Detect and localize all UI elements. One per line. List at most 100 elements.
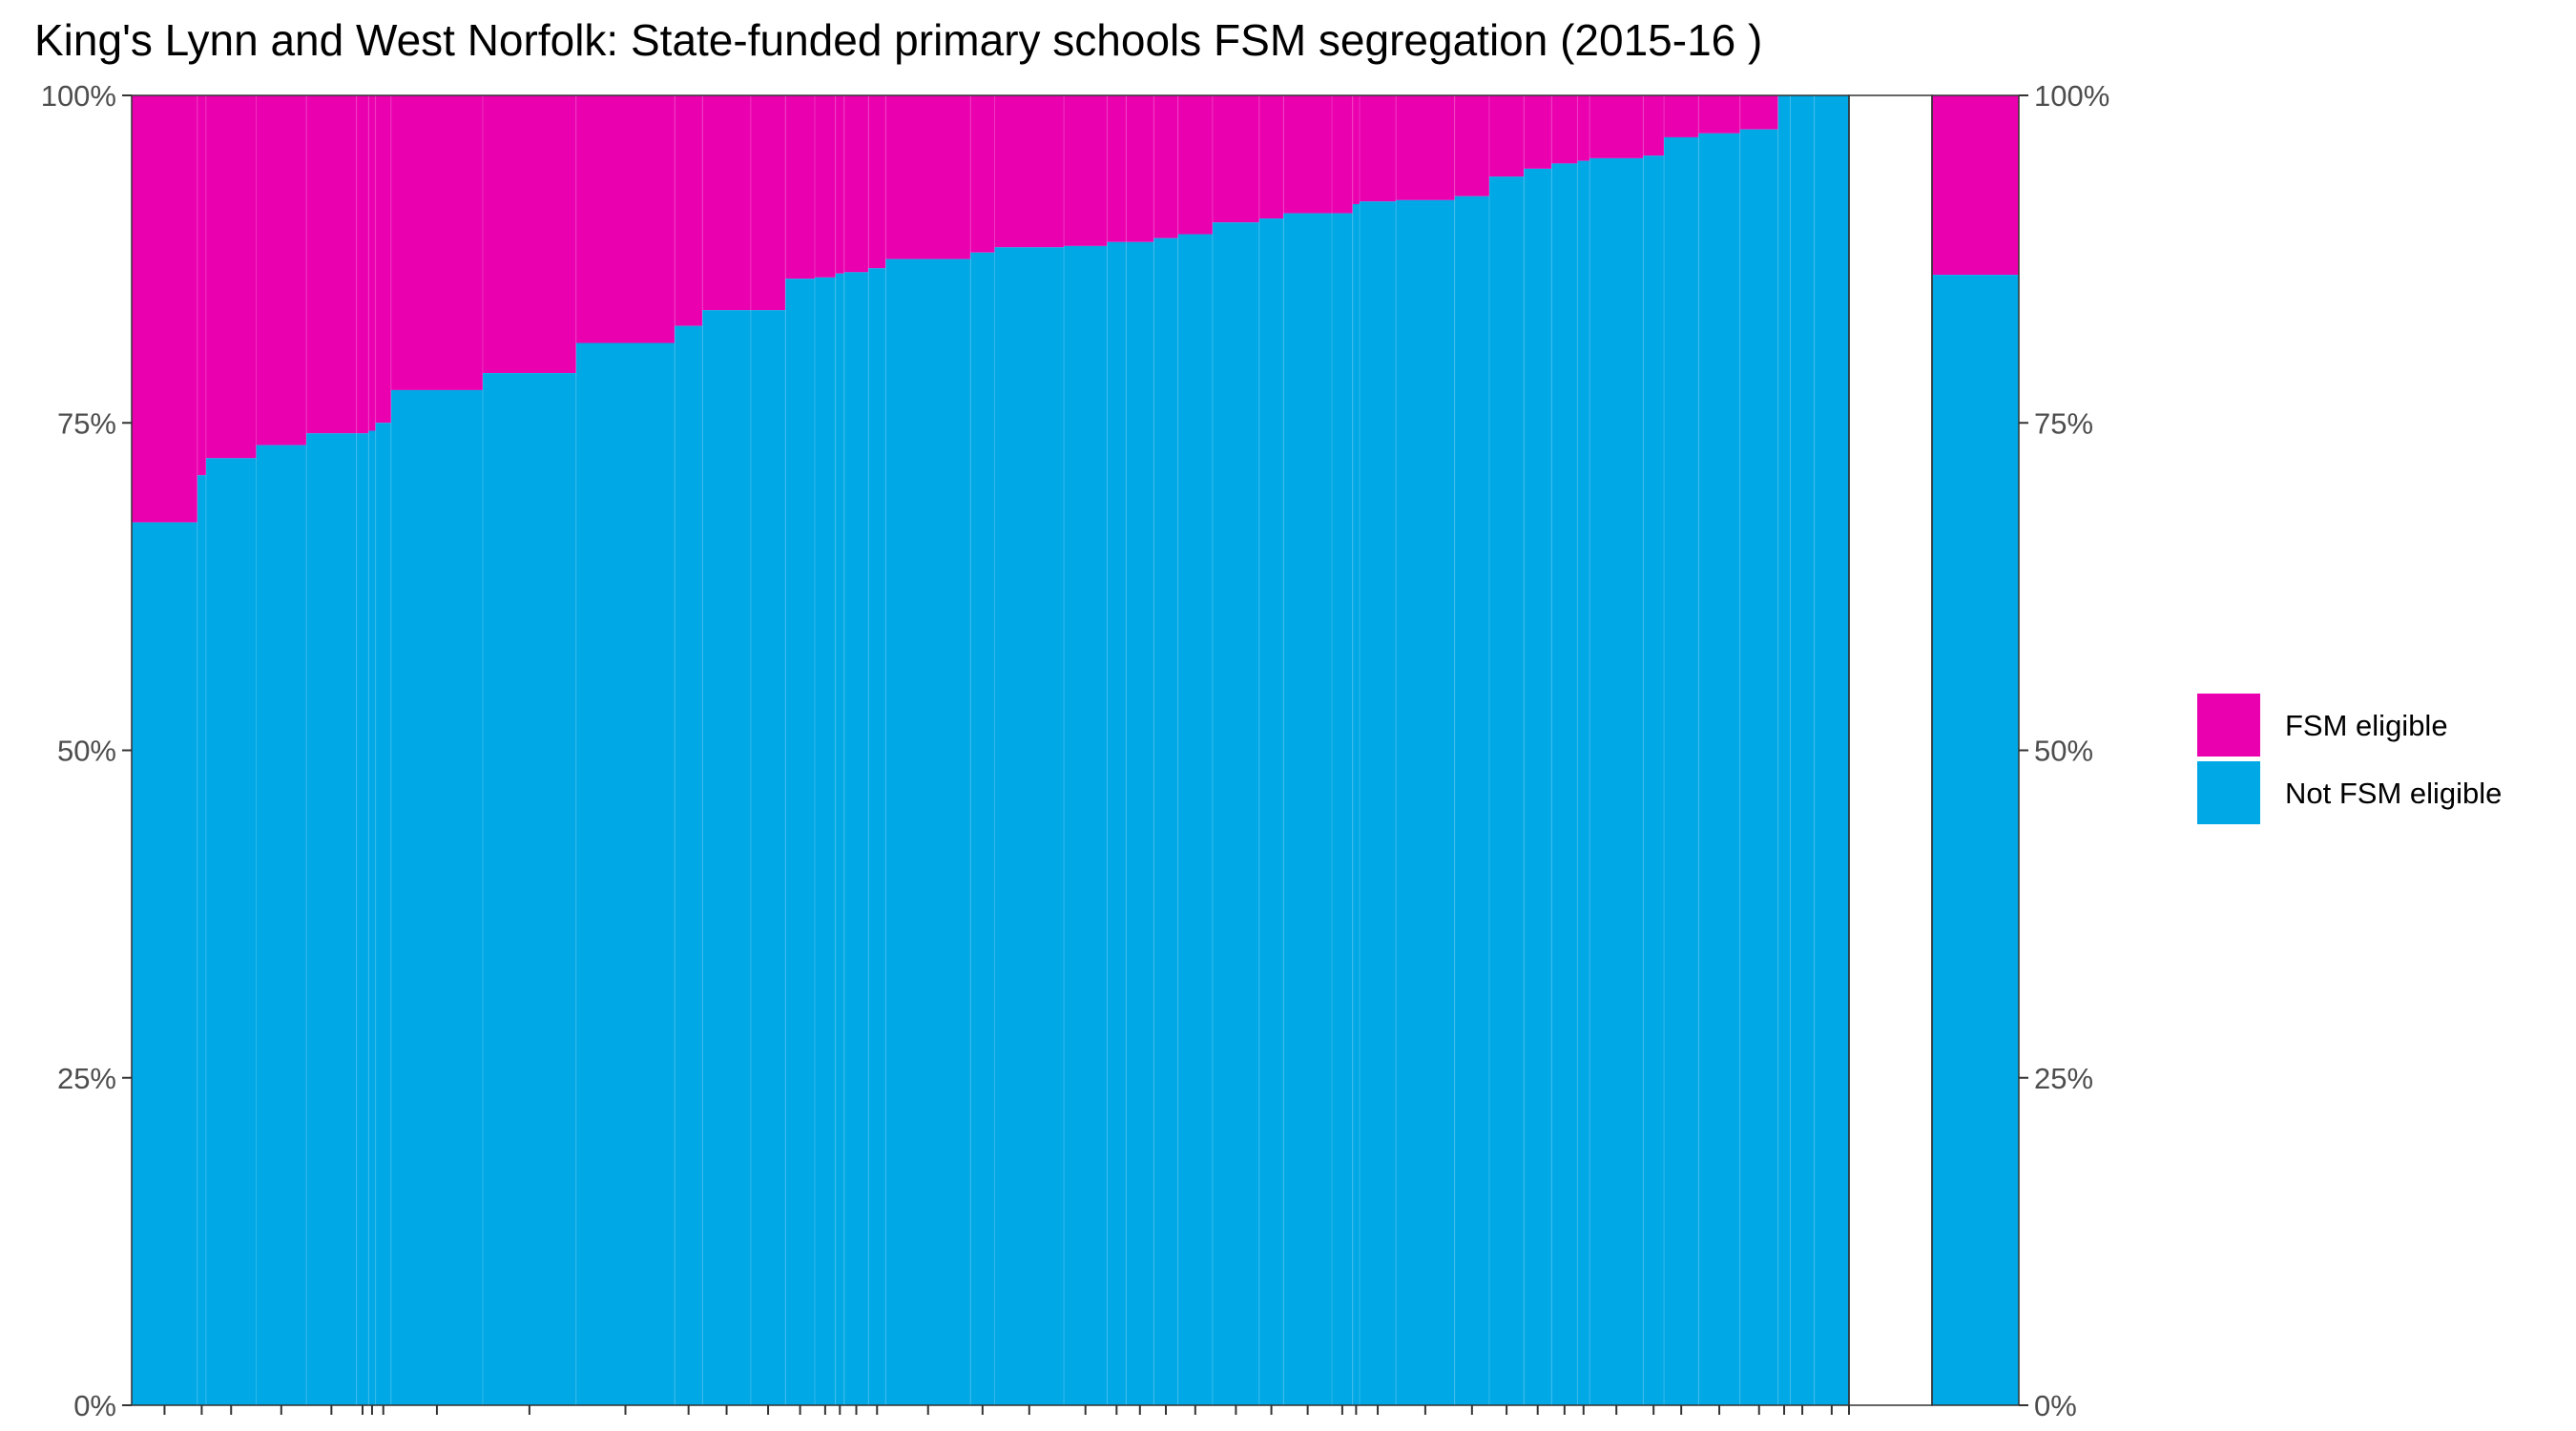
fsm-segment-25 bbox=[1126, 95, 1154, 242]
fsm-segment-28 bbox=[1212, 95, 1259, 223]
fsm-segment-23 bbox=[1064, 95, 1108, 246]
not-fsm-segment-7 bbox=[368, 430, 376, 1405]
not-fsm-segment-25 bbox=[1126, 241, 1154, 1405]
fsm-segment-34 bbox=[1396, 95, 1455, 200]
not-fsm-segment-26 bbox=[1153, 238, 1178, 1406]
fsm-segment-30 bbox=[1283, 95, 1333, 214]
overall-not-fsm-segment bbox=[1932, 275, 2019, 1405]
legend-key-1 bbox=[2197, 694, 2260, 757]
not-fsm-segment-10 bbox=[482, 373, 576, 1406]
not-fsm-segment-19 bbox=[868, 268, 886, 1406]
fsm-segment-17 bbox=[835, 95, 844, 274]
not-fsm-segment-24 bbox=[1107, 241, 1127, 1405]
not-fsm-segment-46 bbox=[1790, 95, 1815, 1405]
not-fsm-segment-40 bbox=[1589, 157, 1644, 1405]
not-fsm-segment-9 bbox=[390, 389, 483, 1405]
not-fsm-segment-23 bbox=[1064, 245, 1108, 1405]
fsm-segment-16 bbox=[815, 95, 836, 278]
not-fsm-segment-33 bbox=[1360, 201, 1397, 1405]
not-fsm-segment-41 bbox=[1643, 156, 1665, 1406]
not-fsm-segment-29 bbox=[1258, 218, 1284, 1405]
fsm-segment-12 bbox=[675, 95, 703, 326]
fsm-segment-14 bbox=[750, 95, 786, 311]
not-fsm-segment-37 bbox=[1524, 168, 1552, 1406]
fsm-segment-40 bbox=[1589, 95, 1644, 158]
fsm-segment-22 bbox=[994, 95, 1065, 248]
not-fsm-segment-31 bbox=[1332, 213, 1353, 1405]
fsm-segment-39 bbox=[1577, 95, 1590, 161]
not-fsm-segment-17 bbox=[835, 273, 844, 1405]
not-fsm-segment-44 bbox=[1739, 129, 1778, 1405]
fsm-segment-24 bbox=[1107, 95, 1127, 242]
fsm-segment-15 bbox=[785, 95, 816, 280]
fsm-segment-11 bbox=[575, 95, 675, 343]
fsm-segment-6 bbox=[356, 95, 369, 434]
fsm-segment-1 bbox=[132, 95, 197, 523]
not-fsm-segment-18 bbox=[843, 272, 869, 1406]
spacer-panel-border bbox=[1848, 94, 1933, 1406]
fsm-segment-13 bbox=[702, 95, 751, 311]
fsm-segment-42 bbox=[1664, 95, 1699, 137]
fsm-segment-9 bbox=[390, 95, 483, 390]
fsm-segment-3 bbox=[205, 95, 257, 459]
left-y-tick-label-0: 0% bbox=[73, 1389, 116, 1422]
not-fsm-segment-8 bbox=[375, 423, 391, 1405]
fsm-segment-21 bbox=[970, 95, 995, 253]
fsm-segment-26 bbox=[1153, 95, 1178, 238]
not-fsm-segment-27 bbox=[1177, 234, 1213, 1406]
fsm-segment-36 bbox=[1488, 95, 1525, 177]
not-fsm-segment-11 bbox=[575, 342, 675, 1405]
fsm-segment-35 bbox=[1454, 95, 1489, 197]
not-fsm-segment-2 bbox=[197, 475, 206, 1405]
right-y-tick-label-3: 75% bbox=[2034, 406, 2093, 440]
not-fsm-segment-36 bbox=[1488, 176, 1525, 1406]
fsm-segment-19 bbox=[868, 95, 886, 269]
fsm-segment-8 bbox=[375, 95, 391, 424]
overall-fsm-segment bbox=[1932, 95, 2019, 276]
fsm-segment-33 bbox=[1360, 95, 1397, 202]
fsm-segment-27 bbox=[1177, 95, 1213, 235]
left-y-tick-label-2: 50% bbox=[57, 735, 116, 768]
fsm-segment-18 bbox=[843, 95, 869, 273]
not-fsm-segment-42 bbox=[1664, 136, 1699, 1405]
legend-key-2 bbox=[2197, 761, 2260, 824]
not-fsm-segment-15 bbox=[785, 279, 816, 1406]
left-y-tick-label-1: 25% bbox=[57, 1062, 116, 1095]
overall-bar bbox=[1932, 95, 2019, 1405]
fsm-segment-10 bbox=[482, 95, 576, 374]
fsm-segment-41 bbox=[1643, 95, 1665, 156]
fsm-segment-29 bbox=[1258, 95, 1284, 219]
right-y-tick-label-1: 25% bbox=[2034, 1062, 2093, 1095]
axes: 0% 0% 25% 25% 50% 50% 75% 75% 100% 100% bbox=[41, 79, 2110, 1422]
not-fsm-segment-1 bbox=[132, 522, 197, 1405]
not-fsm-segment-34 bbox=[1396, 199, 1455, 1406]
not-fsm-segment-20 bbox=[885, 259, 971, 1405]
fsm-segment-43 bbox=[1698, 95, 1740, 134]
fsm-segment-4 bbox=[256, 95, 307, 446]
fsm-segment-7 bbox=[368, 95, 376, 431]
fsm-segment-20 bbox=[885, 95, 971, 259]
not-fsm-segment-5 bbox=[306, 433, 357, 1405]
not-fsm-segment-16 bbox=[815, 277, 836, 1406]
left-y-tick-label-3: 75% bbox=[57, 406, 116, 440]
not-fsm-segment-4 bbox=[256, 445, 307, 1405]
school-bars bbox=[132, 95, 1849, 1406]
fsm-segment-32 bbox=[1352, 95, 1361, 204]
not-fsm-segment-32 bbox=[1352, 203, 1361, 1406]
legend-label-2: Not FSM eligible bbox=[2285, 777, 2502, 810]
fsm-segment-31 bbox=[1332, 95, 1353, 214]
left-y-tick-label-4: 100% bbox=[41, 79, 116, 113]
not-fsm-segment-28 bbox=[1212, 222, 1259, 1405]
not-fsm-segment-47 bbox=[1814, 95, 1849, 1405]
not-fsm-segment-14 bbox=[750, 310, 786, 1405]
not-fsm-segment-13 bbox=[702, 310, 751, 1405]
not-fsm-segment-38 bbox=[1551, 163, 1578, 1405]
fsm-segment-37 bbox=[1524, 95, 1552, 169]
not-fsm-segment-6 bbox=[356, 433, 369, 1405]
legend: FSM eligible Not FSM eligible bbox=[2197, 694, 2502, 824]
fsm-segment-5 bbox=[306, 95, 357, 434]
chart-title: King's Lynn and West Norfolk: State-fund… bbox=[34, 15, 1762, 65]
not-fsm-segment-39 bbox=[1577, 160, 1590, 1405]
not-fsm-segment-30 bbox=[1283, 213, 1333, 1405]
